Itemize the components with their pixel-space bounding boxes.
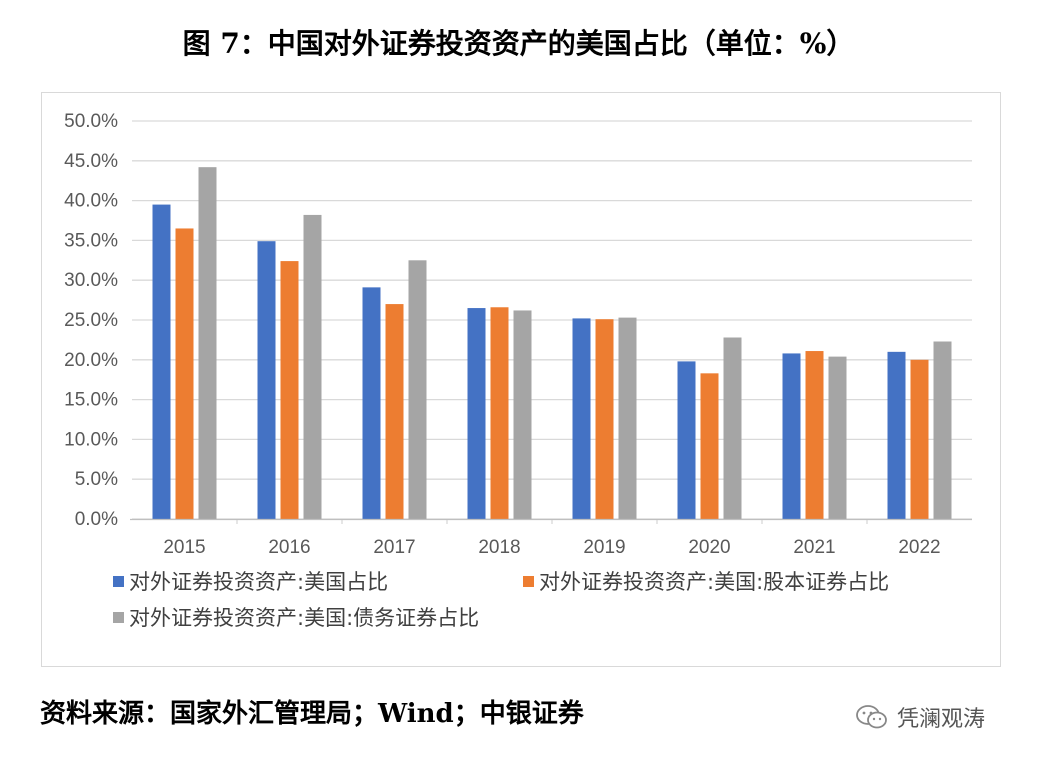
- y-tick-label: 5.0%: [75, 469, 118, 490]
- bar-2018-s2: [490, 307, 509, 519]
- x-tick-label: 2018: [478, 537, 520, 558]
- bar-2019-s2: [595, 319, 614, 519]
- legend-swatch: [523, 575, 534, 587]
- y-tick-label: 40.0%: [64, 191, 118, 212]
- legend-label: 对外证券投资资产:美国:股本证券占比: [539, 570, 890, 594]
- y-tick-label: 35.0%: [64, 230, 118, 251]
- bar-2015-s3: [198, 167, 217, 519]
- chart-title: 图 7：中国对外证券投资资产的美国占比（单位：%）: [182, 27, 855, 60]
- x-tick-label: 2022: [898, 537, 940, 558]
- y-tick-label: 30.0%: [64, 270, 118, 291]
- legend-swatch: [113, 575, 124, 587]
- bar-2018-s3: [513, 310, 532, 519]
- bar-2016-s3: [303, 214, 322, 519]
- bar-2021-s1: [782, 353, 801, 519]
- bar-2017-s3: [408, 260, 427, 519]
- bar-2016-s2: [280, 261, 299, 519]
- y-tick-label: 10.0%: [64, 429, 118, 450]
- y-tick-label: 15.0%: [64, 390, 118, 411]
- bar-2020-s1: [677, 361, 696, 519]
- y-tick-label: 50.0%: [64, 111, 118, 132]
- bar-2015-s2: [175, 228, 194, 519]
- y-tick-label: 45.0%: [64, 151, 118, 172]
- bar-2018-s1: [467, 308, 486, 519]
- legend-item-2: 对外证券投资资产:美国:股本证券占比: [523, 566, 889, 596]
- y-tick-label: 25.0%: [64, 310, 118, 331]
- bar-2021-s3: [828, 356, 847, 519]
- x-tick-label: 2015: [163, 537, 205, 558]
- legend-item-3: 对外证券投资资产:美国:债务证券占比: [113, 602, 479, 632]
- bar-2019-s1: [572, 318, 591, 519]
- legend-item-1: 对外证券投资资产:美国占比: [113, 566, 388, 596]
- bar-2019-s3: [618, 317, 637, 519]
- x-tick-label: 2020: [688, 537, 730, 558]
- bar-2016-s1: [257, 241, 276, 520]
- x-tick-label: 2021: [793, 537, 835, 558]
- legend-label: 对外证券投资资产:美国占比: [129, 570, 389, 594]
- bar-2022-s3: [933, 341, 952, 519]
- legend-label: 对外证券投资资产:美国:债务证券占比: [129, 606, 480, 630]
- bar-2020-s2: [700, 373, 719, 519]
- watermark: 凭澜观涛: [855, 701, 985, 733]
- bar-chart: 0.0% 5.0% 10.0% 15.0% 20.0% 25.0% 30.0% 35.0% 40…: [64, 111, 972, 558]
- wechat-icon: [856, 705, 887, 729]
- bar-2017-s1: [362, 287, 381, 519]
- bar-2020-s3: [723, 337, 742, 519]
- source-note: 资料来源：国家外汇管理局；Wind；中银证券: [40, 699, 584, 729]
- bar-2022-s2: [910, 359, 929, 519]
- chart-frame: 0.0% 5.0% 10.0% 15.0% 20.0% 25.0% 30.0% 35.0% 40…: [41, 92, 1001, 667]
- y-tick-label: 20.0%: [64, 350, 118, 371]
- watermark-text: 凭澜观涛: [897, 707, 986, 732]
- bar-2017-s2: [385, 304, 404, 519]
- x-tick-label: 2016: [268, 537, 310, 558]
- bar-2022-s1: [887, 351, 906, 519]
- bar-2021-s2: [805, 351, 824, 519]
- y-tick-label: 0.0%: [75, 509, 118, 530]
- x-tick-label: 2019: [583, 537, 625, 558]
- x-tick-label: 2017: [373, 537, 415, 558]
- bar-2015-s1: [152, 204, 171, 519]
- legend-swatch: [113, 611, 124, 623]
